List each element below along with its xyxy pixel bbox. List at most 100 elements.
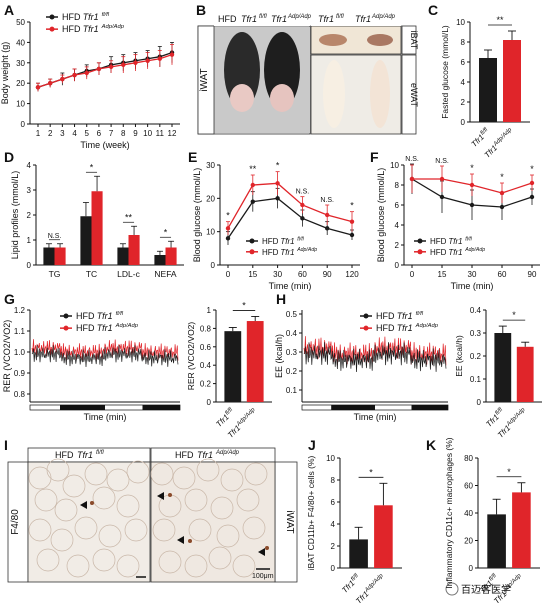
legend-prefix-A: HFD [62,24,81,34]
legend-marker-A-ctrl [49,14,55,20]
y-tick-label-A: 20 [16,79,25,88]
y-tick-label-C: 6 [461,58,466,67]
series-line-A-1 [37,54,173,88]
y-tick-label-C: 2 [461,98,466,107]
adipocyte-cell [62,474,86,498]
legend-geno-E: Tfr1 [280,237,294,246]
x-axis-label-E: Time (min) [269,281,312,291]
x-tick-label-A: 1 [36,129,41,138]
legend-geno-G: Tfr1 [97,311,113,321]
bar-D-NEFA [165,247,177,265]
x-tick-label-E: 15 [248,270,257,279]
significance-F: * [500,172,504,182]
adipocyte-cell [210,496,234,520]
legend-marker-F-ctrl [417,238,423,244]
y-tick-label-K: 40 [464,509,473,518]
adipocyte-cell [184,554,208,578]
adipocyte-cell [150,462,174,486]
trace-x-label-H: Time (min) [354,412,397,422]
bar-D-TC [91,191,103,265]
significance-K: * [507,467,511,477]
data-point-A [108,64,114,70]
trace-y-tick-label-G: 1.1 [14,327,26,336]
data-point-F [409,176,415,182]
photo-label-hfd: HFD [218,14,237,24]
significance-F: * [470,163,474,173]
legend-sup-F: fl/fl [465,236,472,242]
photo-genotype-ko: Tfr1 [271,14,287,24]
panel-letter-i: I [4,437,8,453]
y-tick-label-H: 0.2 [470,352,482,361]
y-axis-label-D: Lipid profiles (mmol/L) [10,171,20,260]
y-tick-label-E: 10 [206,228,215,237]
data-point-A [47,81,53,86]
x-tick-sup-J: fl/fl [350,573,360,583]
x-tick-label-D: NEFA [154,269,177,279]
trace-y-tick-label-G: 1.0 [14,348,26,357]
significance-G: * [242,300,246,310]
dark-phase-G [142,405,180,410]
data-point-E [275,181,280,186]
data-point-E [349,232,355,238]
x-tick-sup-G: Adp/Adp [235,407,257,429]
adipocyte-cell [124,518,148,542]
legend-geno-F: Tfr1 [448,248,462,257]
trace-x-label-G: Time (min) [84,412,127,422]
x-tick-label-A: 10 [143,129,152,138]
y-tick-label-G: 0.2 [200,380,212,389]
y-axis-label-G: RER (VCO2/VO2) [186,322,196,391]
legend-geno-G: Tfr1 [97,323,113,333]
legend-geno-E: Tfr1 [280,248,294,257]
y-tick-label-F: 6 [395,201,400,210]
x-tick-label-A: 8 [121,129,126,138]
significance-F: N.S. [435,158,449,165]
photo-genotype-ctrl-2-sup: fl/fl [336,14,344,20]
bar-C-1 [503,40,521,122]
adipocyte-cell [116,554,140,578]
legend-geno-A: Tfr1 [83,12,99,22]
y-tick-label-F: 8 [395,181,400,190]
legend-prefix-F: HFD [430,237,447,246]
data-point-A [157,56,163,61]
adipocyte-cell [172,466,196,490]
y-tick-label-J: 4 [331,520,336,529]
adipocyte-cell [188,518,212,542]
bar-K-0 [487,514,506,568]
y-tick-label-C: 4 [461,78,466,87]
adipocyte-cell [242,516,266,540]
trace-series-H-1 [303,342,447,373]
y-tick-label-D: 4 [27,161,32,170]
legend-geno-H: Tfr1 [397,311,413,321]
photo-genotype-ctrl-sup: fl/fl [259,14,267,20]
bar-D-TC [80,216,92,265]
data-point-E [349,219,355,224]
legend-prefix-G: HFD [76,323,95,333]
y-tick-label-C: 0 [461,118,466,127]
data-point-A [169,52,175,57]
data-point-F [499,204,505,210]
trace-y-label-G: RER (VCO2/VO2) [2,320,12,393]
data-point-E [250,199,255,204]
adipocyte-cell [84,462,108,486]
y-tick-label-D: 1 [27,236,32,245]
panel-letter-j: J [308,437,316,453]
x-tick-label-A: 6 [97,129,102,138]
y-tick-label-E: 20 [206,194,215,203]
bar-H-0 [494,333,512,402]
panel-letter-k: K [426,437,436,453]
watermark: 百迈客医学 [445,582,511,596]
trace-y-tick-label-G: 1.2 [14,306,26,315]
x-tick-label-A: 5 [85,129,90,138]
y-tick-label-G: 1 [207,306,212,315]
legend-prefix-G: HFD [76,311,95,321]
x-tick-label-F: 30 [468,270,477,279]
legend-geno-A: Tfr1 [83,24,99,34]
series-line-A-0 [37,51,173,88]
data-point-A [121,62,126,68]
photo-label-iwat: iWAT [199,68,210,91]
photo-label-ewat: eWAT [409,83,419,108]
x-tick-label-A: 9 [133,129,138,138]
y-tick-label-F: 10 [390,161,399,170]
y-tick-label-K: 80 [464,454,473,463]
dark-phase-H [411,405,448,410]
